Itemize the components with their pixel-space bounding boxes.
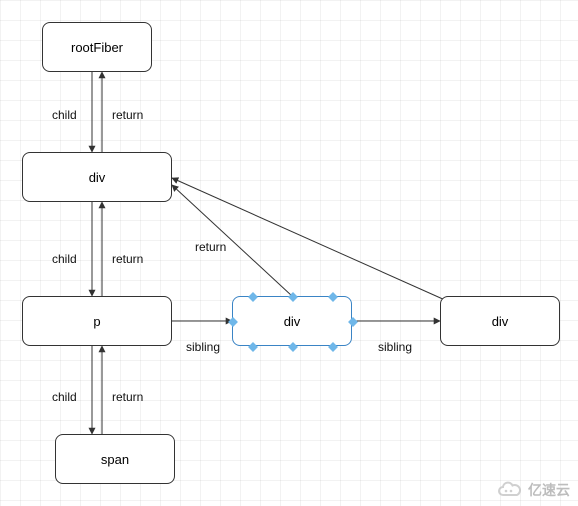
edge-label-child: child [52, 252, 77, 266]
edge-label-return: return [112, 390, 143, 404]
node-label: div [89, 170, 106, 185]
node-rootfiber[interactable]: rootFiber [42, 22, 152, 72]
node-span[interactable]: span [55, 434, 175, 484]
node-div-2-selected[interactable]: div [232, 296, 352, 346]
node-div-1[interactable]: div [22, 152, 172, 202]
cloud-icon [496, 481, 522, 499]
watermark: 亿速云 [496, 480, 570, 500]
node-label: div [492, 314, 509, 329]
diagram-canvas: rootFiber div p div div span child retur… [0, 0, 578, 506]
node-label: span [101, 452, 129, 467]
node-p[interactable]: p [22, 296, 172, 346]
node-label: rootFiber [71, 40, 123, 55]
node-label: p [93, 314, 100, 329]
edge-label-child: child [52, 108, 77, 122]
edge-label-sibling: sibling [186, 340, 220, 354]
watermark-text: 亿速云 [528, 480, 570, 500]
node-div-3[interactable]: div [440, 296, 560, 346]
edge-label-return: return [195, 240, 226, 254]
node-label: div [284, 314, 301, 329]
edge-label-child: child [52, 390, 77, 404]
edge-label-return: return [112, 108, 143, 122]
grid-background [0, 0, 578, 506]
edge-label-sibling: sibling [378, 340, 412, 354]
edge-label-return: return [112, 252, 143, 266]
